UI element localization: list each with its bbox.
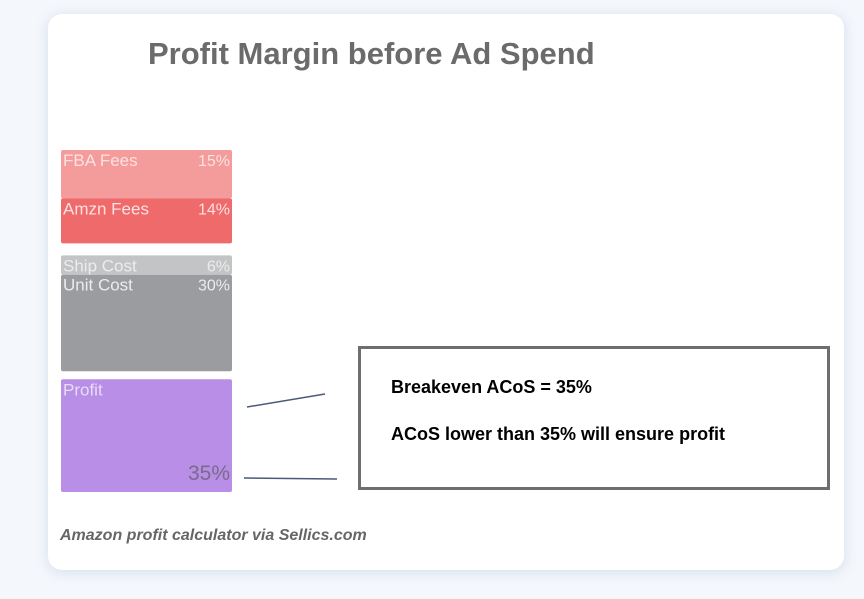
chart-title: Profit Margin before Ad Spend <box>148 36 595 71</box>
segment-label: Unit Cost <box>63 276 133 295</box>
connector-line <box>243 477 338 480</box>
segment <box>61 255 232 275</box>
segment <box>61 274 232 372</box>
segment-label: Ship Cost <box>63 256 137 275</box>
segment <box>61 198 232 244</box>
value-label: 15% <box>198 153 230 170</box>
annotation-box: Breakeven ACoS = 35% ACoS lower than 35%… <box>358 346 830 490</box>
segment-label: Amzn Fees <box>63 199 149 218</box>
segment <box>61 379 232 492</box>
value-label: 14% <box>198 201 230 218</box>
segment-label: FBA Fees <box>63 151 138 170</box>
annotation: Breakeven ACoS = 35% <box>391 377 592 397</box>
annotation: ACoS lower than 35% will ensure profit <box>391 424 726 444</box>
connector-line <box>246 393 326 408</box>
segment-label: Profit <box>63 380 103 399</box>
value-label: 35% <box>188 462 230 485</box>
source-note: Amazon profit calculator via Sellics.com <box>60 527 367 544</box>
segment <box>61 150 232 199</box>
value-label: 30% <box>198 278 230 295</box>
value-label: 6% <box>207 258 230 275</box>
